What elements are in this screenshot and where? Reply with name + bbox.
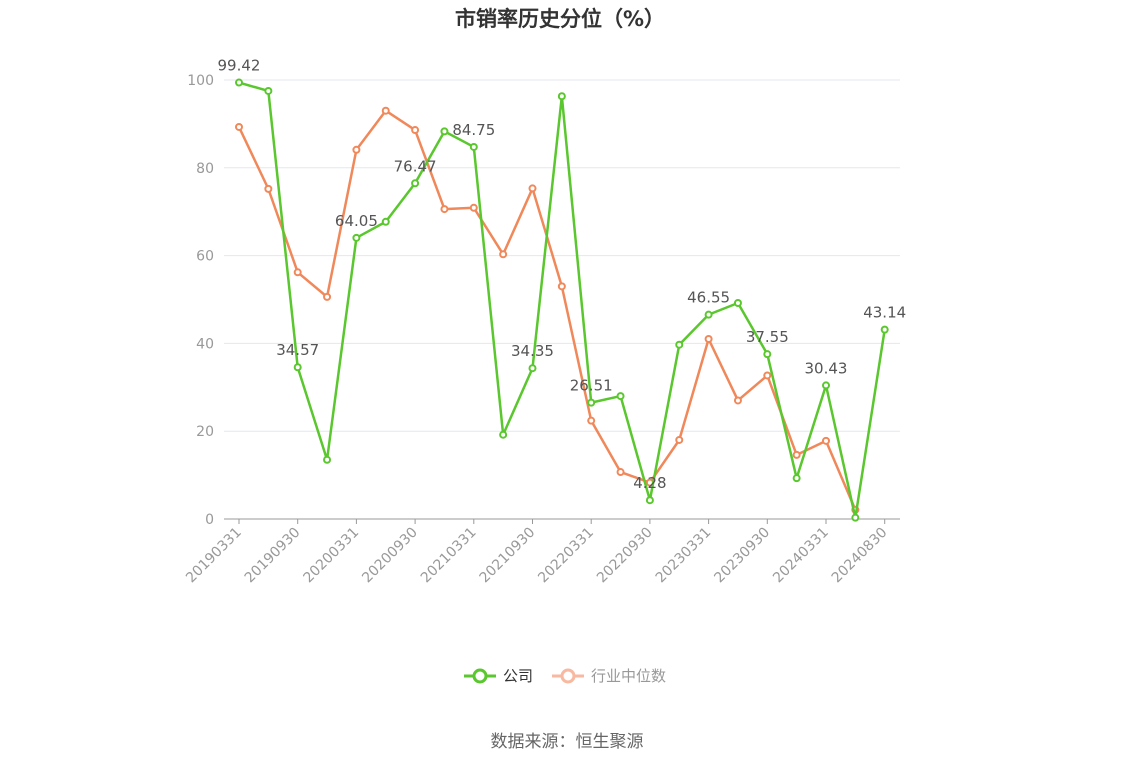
series-line-company bbox=[238, 81, 886, 519]
data-label: 76.47 bbox=[394, 157, 437, 175]
x-tick-label: 20210331 bbox=[418, 525, 480, 587]
data-labels: 99.42 34.57 64.05 76.47 84.75 34.35 26.51 4.28 4… bbox=[218, 57, 907, 493]
x-tick-label: 20190331 bbox=[183, 525, 245, 587]
data-point-company[interactable] bbox=[763, 350, 772, 359]
legend-company-marker bbox=[472, 668, 488, 684]
x-tick-label: 20190930 bbox=[242, 525, 304, 587]
data-point-company[interactable] bbox=[645, 496, 654, 505]
x-tick-label: 20220930 bbox=[594, 525, 656, 587]
data-point-company[interactable] bbox=[733, 299, 742, 308]
data-point-industry[interactable] bbox=[587, 416, 596, 425]
x-tick-label: 20230331 bbox=[653, 525, 715, 587]
data-label: 26.51 bbox=[570, 377, 613, 395]
series-line-industry bbox=[237, 109, 857, 511]
legend-company-label: 公司 bbox=[503, 667, 533, 685]
legend-item-industry[interactable]: 行业中位数 bbox=[552, 667, 666, 685]
x-tick-label: 20220331 bbox=[535, 525, 597, 587]
data-label: 34.57 bbox=[276, 341, 319, 359]
data-point-company[interactable] bbox=[704, 310, 713, 319]
data-point-industry[interactable] bbox=[235, 122, 243, 131]
data-point-company[interactable] bbox=[352, 233, 361, 242]
legend-industry-marker bbox=[560, 668, 576, 684]
series-group bbox=[235, 78, 889, 522]
y-tick-label: 60 bbox=[196, 249, 214, 265]
y-tick-label: 100 bbox=[187, 73, 214, 89]
y-tick-label: 20 bbox=[196, 424, 214, 440]
data-point-company[interactable] bbox=[587, 398, 596, 407]
data-point-industry[interactable] bbox=[528, 184, 537, 193]
data-label: 99.42 bbox=[218, 57, 261, 75]
data-point-company[interactable] bbox=[440, 127, 449, 136]
data-point-industry[interactable] bbox=[822, 436, 830, 445]
data-point-company[interactable] bbox=[499, 430, 508, 439]
data-point-industry[interactable] bbox=[557, 282, 566, 291]
data-point-company[interactable] bbox=[528, 364, 537, 373]
data-point-company[interactable] bbox=[880, 325, 889, 334]
data-point-industry[interactable] bbox=[733, 396, 742, 405]
data-point-company[interactable] bbox=[264, 86, 273, 95]
axes: 0 20 40 60 80 100 2019033120190930202003312020… bbox=[183, 73, 900, 586]
y-tick-label: 40 bbox=[196, 336, 214, 352]
data-label: 46.55 bbox=[687, 289, 730, 307]
data-point-company[interactable] bbox=[675, 340, 684, 349]
data-point-company[interactable] bbox=[851, 513, 860, 522]
data-label: 84.75 bbox=[452, 121, 495, 139]
data-point-industry[interactable] bbox=[440, 205, 449, 214]
data-point-industry[interactable] bbox=[352, 145, 361, 154]
x-tick-label: 20200930 bbox=[359, 525, 421, 587]
data-point-industry[interactable] bbox=[323, 292, 332, 301]
data-point-company[interactable] bbox=[411, 179, 420, 188]
data-point-industry[interactable] bbox=[293, 268, 302, 277]
data-label: 4.28 bbox=[633, 474, 666, 492]
data-point-industry[interactable] bbox=[792, 450, 801, 459]
data-point-industry[interactable] bbox=[499, 250, 508, 259]
legend[interactable]: 公司 行业中位数 bbox=[464, 667, 666, 685]
y-tick-label: 80 bbox=[196, 161, 214, 177]
data-point-company[interactable] bbox=[469, 142, 478, 151]
data-label: 30.43 bbox=[805, 359, 848, 377]
data-point-industry[interactable] bbox=[381, 106, 390, 115]
grid-lines bbox=[224, 79, 900, 432]
data-point-industry[interactable] bbox=[264, 184, 273, 193]
data-point-company[interactable] bbox=[381, 217, 390, 226]
data-label: 34.35 bbox=[511, 342, 554, 360]
legend-industry-label: 行业中位数 bbox=[591, 667, 666, 685]
data-point-industry[interactable] bbox=[411, 126, 420, 135]
data-point-company[interactable] bbox=[557, 92, 566, 101]
x-tick-label: 20200331 bbox=[301, 525, 363, 587]
data-point-industry[interactable] bbox=[616, 468, 625, 477]
data-point-industry[interactable] bbox=[704, 335, 713, 344]
x-tick-label: 20240331 bbox=[770, 525, 832, 587]
data-label: 64.05 bbox=[335, 212, 378, 230]
data-point-company[interactable] bbox=[822, 381, 830, 390]
data-point-company[interactable] bbox=[616, 392, 625, 401]
data-point-industry[interactable] bbox=[675, 435, 684, 444]
data-point-company[interactable] bbox=[235, 78, 243, 87]
y-tick-label: 0 bbox=[205, 512, 214, 528]
x-tick-label: 20240830 bbox=[829, 525, 891, 587]
source-note: 数据来源：恒生聚源 bbox=[491, 732, 644, 752]
data-point-company[interactable] bbox=[293, 363, 302, 372]
chart-title: 市销率历史分位（%） bbox=[455, 7, 665, 31]
data-point-company[interactable] bbox=[323, 455, 332, 464]
legend-item-company[interactable]: 公司 bbox=[464, 667, 533, 685]
data-point-industry[interactable] bbox=[763, 371, 772, 380]
data-label: 37.55 bbox=[746, 328, 789, 346]
x-tick-label: 20230930 bbox=[711, 525, 773, 587]
data-point-industry[interactable] bbox=[469, 203, 478, 212]
data-label: 43.14 bbox=[863, 304, 906, 322]
data-point-company[interactable] bbox=[792, 474, 801, 483]
x-tick-label: 20210930 bbox=[477, 525, 539, 587]
